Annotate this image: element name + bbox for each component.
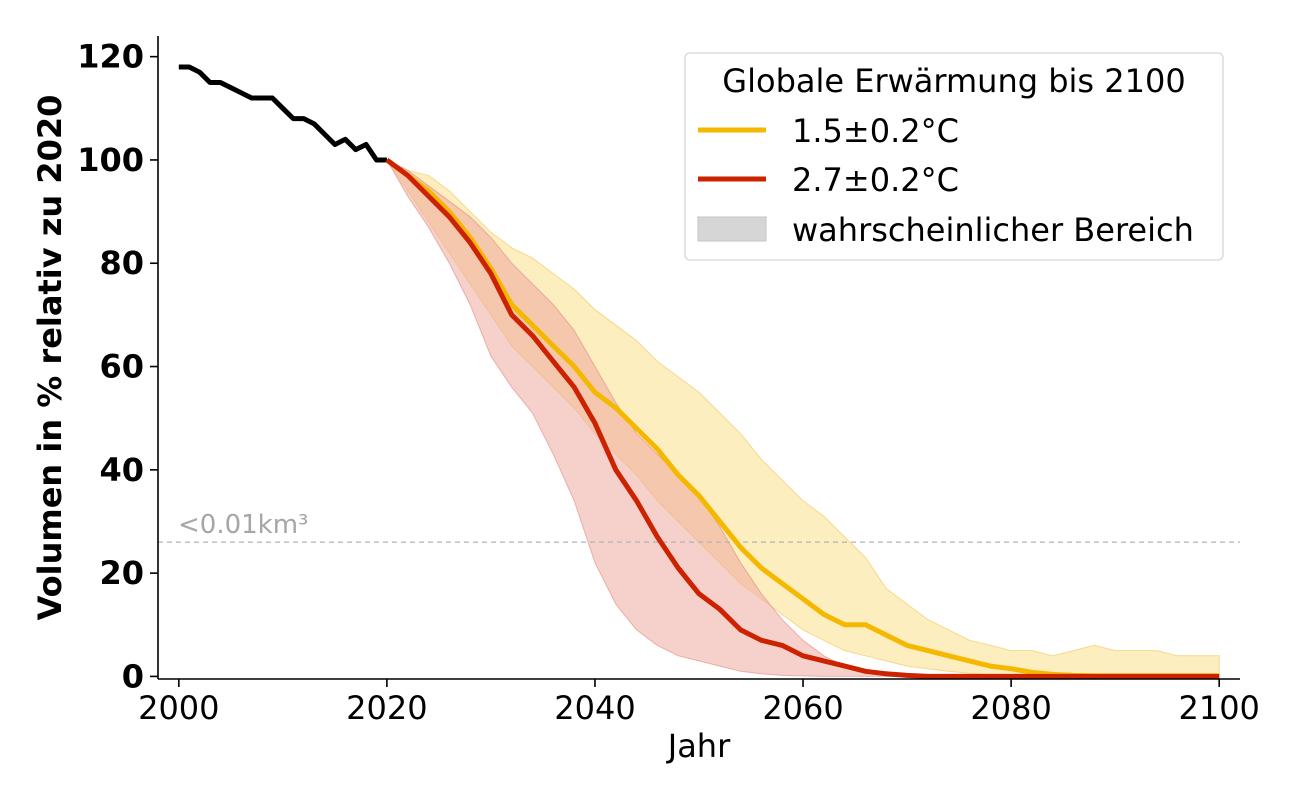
y-tick-label: 100 <box>77 141 144 179</box>
x-tick-label: 2000 <box>138 689 219 727</box>
x-tick-label: 2040 <box>554 689 635 727</box>
y-tick-label: 40 <box>99 451 144 489</box>
legend-title: Globale Erwärmung bis 2100 <box>722 62 1185 100</box>
x-tick-label: 2100 <box>1178 689 1259 727</box>
series-lines <box>178 64 1220 679</box>
x-ticks: 2000 2020 2040 2060 2080 2100 <box>138 679 1260 727</box>
legend-label-1-5c: 1.5±0.2°C <box>792 112 959 150</box>
y-tick-label: 60 <box>99 348 144 386</box>
legend-label-likely-range: wahrscheinlicher Bereich <box>792 211 1194 249</box>
y-ticks: 0 20 40 60 80 100 120 <box>77 38 158 695</box>
legend-box <box>684 52 1224 261</box>
legend-label-2-7c: 2.7±0.2°C <box>792 161 959 199</box>
y-tick-label: 0 <box>122 657 144 695</box>
series-line-2-7c <box>385 157 1220 679</box>
historical-line <box>178 64 387 163</box>
x-tick-label: 2080 <box>970 689 1051 727</box>
y-tick-label: 120 <box>77 38 144 76</box>
y-tick-label: 20 <box>99 554 144 592</box>
x-tick-label: 2060 <box>762 689 843 727</box>
x-tick-label: 2020 <box>346 689 427 727</box>
legend-swatch-likely-range <box>697 216 767 242</box>
threshold-label: <0.01km³ <box>178 510 308 540</box>
legend: Globale Erwärmung bis 2100 1.5±0.2°C 2.7… <box>684 52 1224 261</box>
y-tick-label: 80 <box>99 244 144 282</box>
x-axis-title: Jahr <box>666 727 731 765</box>
y-axis-title: Volumen in % relativ zu 2020 <box>31 95 69 621</box>
threshold-group: <0.01km³ <box>158 510 1240 543</box>
